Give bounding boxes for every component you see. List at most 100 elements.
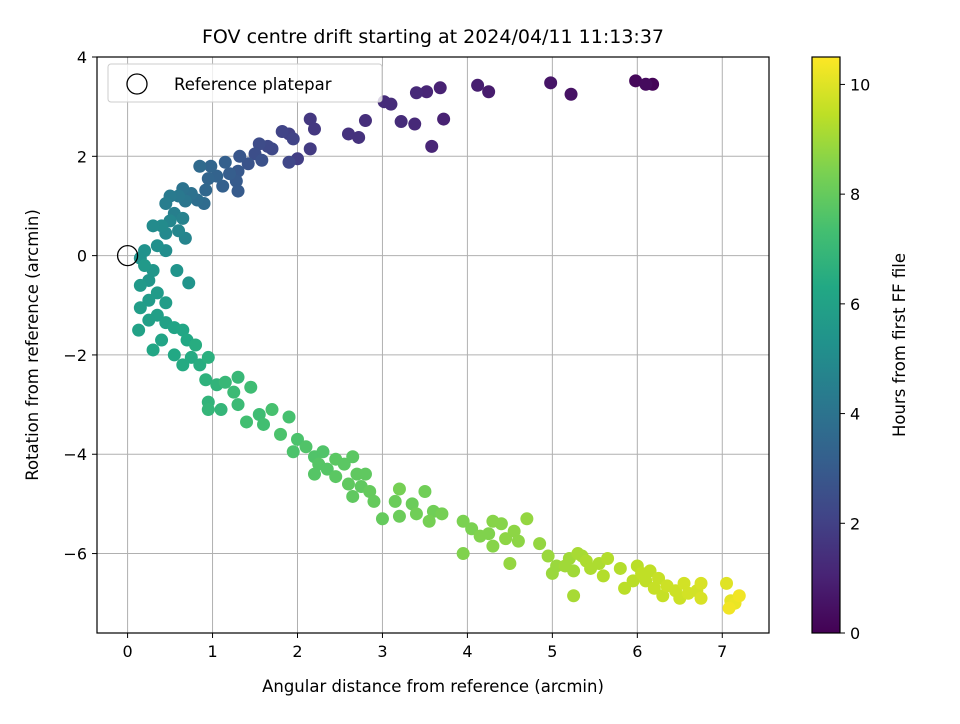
scatter-point: [182, 276, 196, 290]
scatter-point: [286, 132, 300, 146]
scatter-point: [375, 512, 389, 526]
scatter-point: [507, 524, 521, 538]
x-tick-label: 1: [207, 642, 217, 661]
y-axis-label: Rotation from reference (arcmin): [23, 209, 42, 481]
scatter-point: [199, 373, 213, 387]
legend-entry-reference: Reference platepar: [174, 75, 332, 94]
scatter-point: [201, 172, 215, 186]
scatter-point: [233, 149, 247, 163]
scatter-point: [367, 494, 381, 508]
scatter-point: [541, 549, 555, 563]
scatter-point: [337, 457, 351, 471]
colorbar-tick-label: 2: [850, 514, 860, 533]
colorbar-tick-label: 8: [850, 185, 860, 204]
y-tick-label: 0: [77, 247, 87, 266]
scatter-point: [694, 591, 708, 605]
scatter-point: [176, 323, 190, 337]
scatter-point: [358, 467, 372, 481]
scatter-point: [255, 153, 269, 167]
scatter-point: [499, 532, 513, 546]
scatter-point: [316, 445, 330, 459]
scatter-point: [494, 517, 508, 531]
x-tick-label: 2: [292, 642, 302, 661]
scatter-point: [486, 539, 500, 553]
scatter-point: [241, 157, 255, 171]
scatter-point: [257, 417, 271, 431]
y-tick-label: −6: [63, 545, 87, 564]
scatter-point: [189, 338, 203, 352]
scatter-point: [544, 76, 558, 90]
scatter-point: [437, 112, 451, 126]
x-tick-label: 4: [462, 642, 472, 661]
scatter-point: [511, 534, 525, 548]
scatter-point: [346, 450, 360, 464]
scatter-point: [409, 86, 423, 100]
scatter-points: [132, 74, 746, 615]
scatter-point: [626, 574, 640, 588]
scatter-point: [329, 470, 343, 484]
colorbar-label: Hours from first FF file: [890, 253, 909, 437]
y-tick-label: 2: [77, 147, 87, 166]
scatter-point: [652, 571, 666, 585]
scatter-point: [732, 589, 746, 603]
scatter-point: [420, 85, 434, 99]
scatter-point: [639, 574, 653, 588]
chart-title: FOV centre drift starting at 2024/04/11 …: [202, 26, 664, 48]
scatter-point: [231, 370, 245, 384]
scatter-point: [231, 184, 245, 198]
scatter-point: [471, 78, 485, 92]
scatter-point: [146, 219, 160, 233]
scatter-point: [656, 589, 670, 603]
scatter-point: [282, 155, 296, 169]
scatter-point: [201, 403, 215, 417]
scatter-point: [286, 445, 300, 459]
reference-platepar-marker: [116, 244, 139, 267]
scatter-point: [227, 385, 241, 399]
colorbar: 0 2 4 6 8 10 Hours from first FF file: [811, 56, 909, 643]
scatter-point: [392, 509, 406, 523]
legend: Reference platepar: [107, 63, 383, 103]
x-tick-label: 0: [122, 642, 132, 661]
scatter-point: [155, 333, 169, 347]
scatter-point: [307, 122, 321, 136]
scatter-point: [392, 482, 406, 496]
x-axis-label: Angular distance from reference (arcmin): [262, 677, 604, 696]
scatter-point: [142, 293, 156, 307]
scatter-point: [201, 350, 215, 364]
scatter-point: [142, 313, 156, 327]
scatter-point: [252, 137, 266, 151]
legend-box: [107, 63, 383, 103]
scatter-point: [465, 522, 479, 536]
x-tick-label: 7: [717, 642, 727, 661]
scatter-point: [341, 127, 355, 141]
scatter-point: [643, 564, 657, 578]
scatter-point: [405, 497, 419, 511]
scatter-point: [199, 183, 213, 197]
scatter-point: [133, 278, 147, 292]
colorbar-tick-label: 0: [850, 624, 860, 643]
scatter-point: [320, 462, 334, 476]
scatter-point: [425, 139, 439, 153]
scatter-point: [520, 512, 534, 526]
scatter-point: [456, 514, 470, 528]
scatter-point: [558, 559, 572, 573]
plot-frame: [96, 56, 770, 634]
colorbar-ticks: 0 2 4 6 8 10: [840, 75, 870, 643]
scatter-point: [363, 484, 377, 498]
legend-reference-marker: [126, 73, 148, 95]
scatter-point: [418, 484, 432, 498]
scatter-point: [694, 576, 708, 590]
scatter-point: [618, 581, 632, 595]
scatter-point: [290, 432, 304, 446]
scatter-point: [274, 427, 288, 441]
scatter-point: [132, 323, 146, 337]
scatter-point: [193, 358, 207, 372]
scatter-point: [299, 440, 313, 454]
scatter-point: [533, 537, 547, 551]
scatter-point: [503, 556, 517, 570]
scatter-point: [388, 494, 402, 508]
colorbar-tick-label: 10: [850, 75, 870, 94]
scatter-point: [409, 507, 423, 521]
x-tick-label: 3: [377, 642, 387, 661]
scatter-point: [596, 569, 610, 583]
